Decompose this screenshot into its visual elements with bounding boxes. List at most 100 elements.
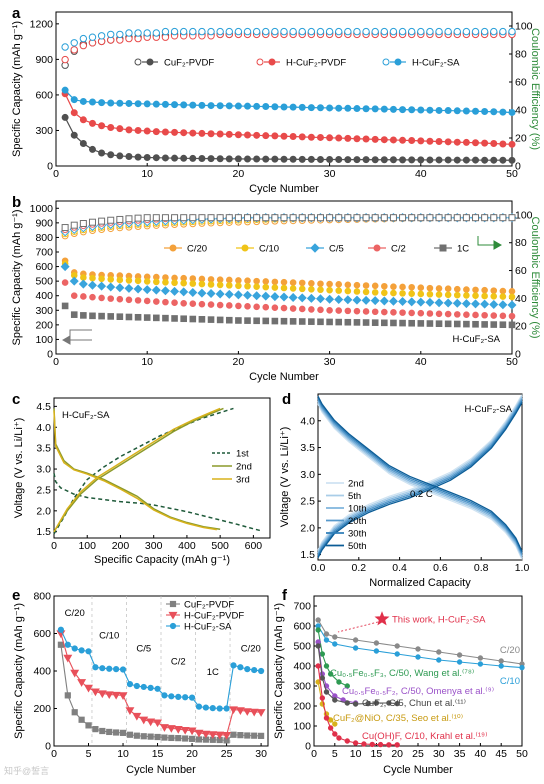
ce-point-b (79, 220, 87, 228)
data-point-b (289, 285, 297, 292)
y2-tick-label-a: 0 (515, 161, 521, 173)
data-point-b (98, 275, 105, 283)
data-point-e (188, 694, 196, 701)
data-point-b (216, 316, 224, 324)
data-point-e (78, 716, 85, 723)
data-point-e (251, 732, 258, 739)
data-point-f (336, 735, 342, 741)
data-point-a (280, 103, 288, 111)
ce-point-a (116, 30, 124, 39)
ce-point-a (462, 27, 471, 36)
data-point-f (369, 741, 375, 748)
data-point-a (408, 156, 416, 164)
data-point-b (244, 303, 251, 310)
data-point-a (289, 133, 297, 141)
y-tick-label-a: 300 (35, 125, 53, 137)
data-point-b (390, 283, 397, 290)
data-point-b (243, 290, 253, 300)
data-point-f (365, 700, 371, 707)
data-point-b (69, 276, 79, 286)
data-point-b (162, 279, 169, 286)
data-point-a (408, 137, 416, 145)
data-point-e (126, 681, 134, 688)
ce-point-b (335, 214, 343, 222)
plot-frame-a (55, 11, 513, 167)
data-point-a (125, 99, 133, 107)
data-point-a (453, 107, 461, 115)
data-point-a (298, 133, 306, 141)
ce-point-b (371, 214, 379, 222)
data-point-a (362, 105, 370, 113)
data-point-b (390, 309, 397, 316)
ce-point-b (353, 214, 361, 222)
data-point-a (508, 140, 516, 148)
data-point-b (106, 282, 116, 292)
legend-label-d: 5th (348, 491, 361, 502)
x-tick-label-e: 10 (117, 748, 129, 760)
data-point-b (271, 304, 279, 311)
data-point-b (298, 318, 306, 325)
data-point-b (171, 299, 178, 307)
ce-point-a (389, 27, 398, 36)
ce-point-a (125, 29, 133, 37)
data-point-a (262, 103, 270, 111)
legend-marker-a (268, 58, 276, 66)
data-point-f (377, 741, 384, 748)
data-point-a (225, 102, 233, 110)
charge-curve-d (317, 397, 523, 554)
data-point-a (280, 132, 288, 140)
data-point-b (453, 291, 461, 299)
data-point-f (498, 663, 504, 669)
data-point-b (235, 302, 242, 310)
data-point-b (216, 281, 224, 289)
data-point-f (344, 700, 350, 706)
data-point-f (344, 738, 350, 744)
legend-marker-a (146, 58, 154, 66)
legend-marker-b (373, 244, 381, 252)
data-point-b (344, 281, 352, 289)
data-point-e (242, 708, 252, 716)
data-point-b (253, 283, 260, 290)
data-point-b (225, 276, 233, 284)
ce-point-a (417, 27, 425, 36)
data-point-e (257, 732, 265, 739)
data-point-a (307, 155, 315, 163)
data-point-b (381, 282, 388, 290)
data-point-b (499, 321, 507, 329)
ce-point-b (161, 214, 169, 222)
data-point-e (64, 692, 71, 699)
data-point-e (201, 730, 211, 739)
ce-point-a (243, 27, 252, 36)
ce-point-a (189, 27, 197, 36)
data-point-b (326, 306, 333, 314)
legend-label-e: CuF₂-PVDF (184, 600, 234, 611)
data-point-b (444, 310, 452, 318)
data-point-a (453, 156, 461, 164)
data-point-b (225, 282, 233, 289)
data-point-a (426, 137, 434, 145)
ce-point-b (70, 221, 78, 229)
x-tick-label-f: 40 (475, 748, 487, 760)
data-point-e (71, 645, 78, 652)
data-point-b (70, 292, 78, 300)
data-point-a (88, 119, 96, 127)
data-point-a (198, 155, 206, 163)
data-point-f (373, 640, 380, 646)
sample-label-b: H-CuF₂-SA (453, 334, 501, 345)
data-point-b (353, 319, 361, 326)
data-point-f (415, 654, 421, 660)
data-point-e (113, 729, 120, 736)
data-point-a (417, 156, 425, 164)
data-point-b (508, 293, 516, 301)
y2-tick-label-b: 40 (515, 293, 527, 305)
data-point-b (98, 312, 105, 320)
x-tick-label-d: 0.6 (433, 562, 448, 574)
data-point-a (107, 99, 115, 107)
y-tick-label-b: 800 (35, 232, 53, 244)
data-point-a (125, 126, 133, 134)
data-point-b (289, 305, 297, 312)
data-point-b (262, 303, 270, 311)
y-tick-label-a: 0 (47, 161, 53, 173)
data-point-e (119, 729, 127, 736)
data-point-a (362, 156, 370, 164)
